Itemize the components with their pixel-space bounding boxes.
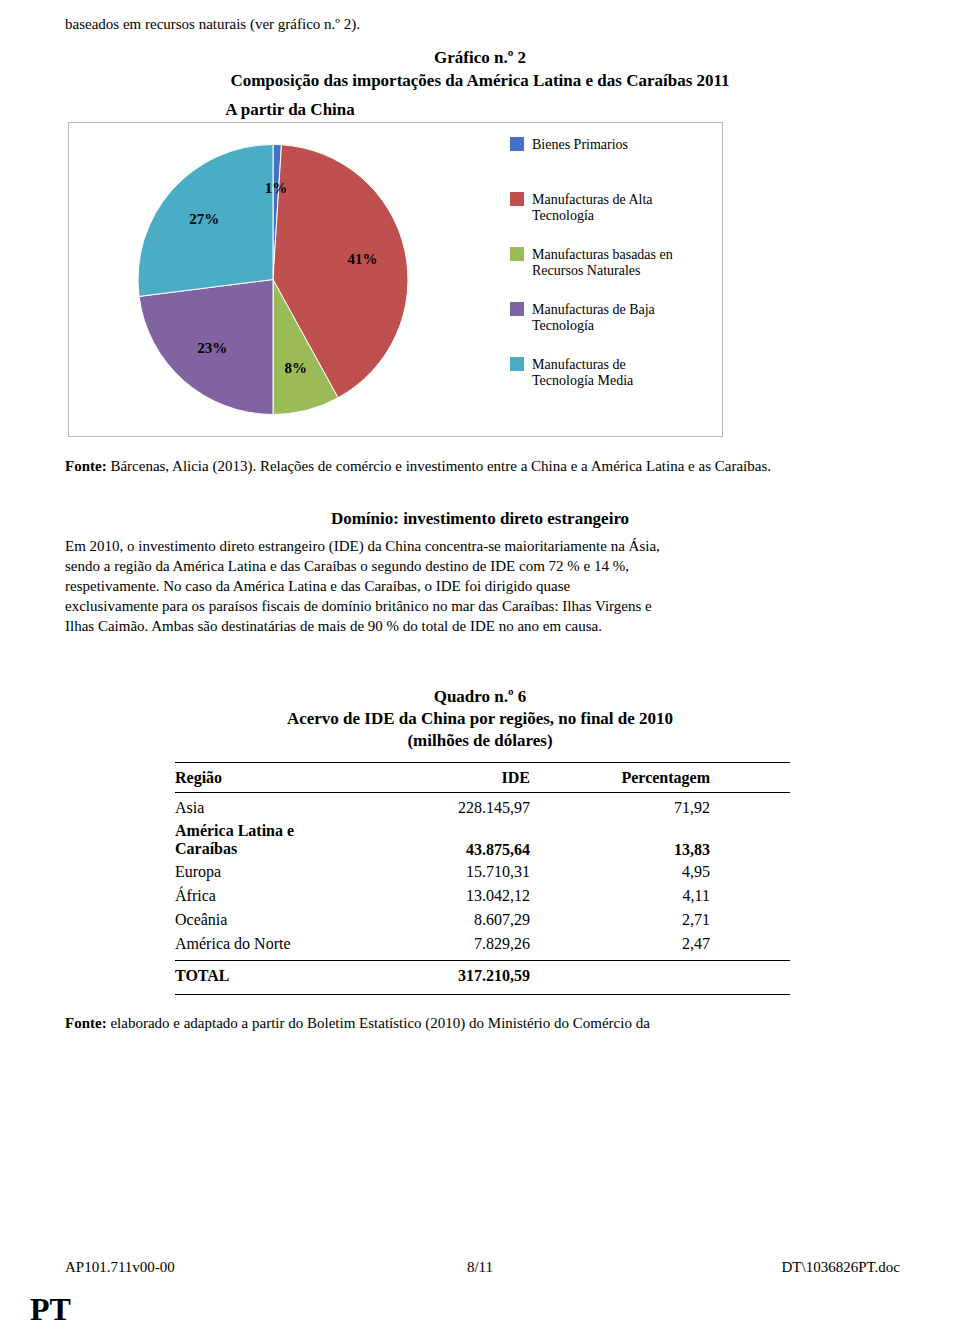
table-cell: América do Norte (175, 934, 291, 953)
pie-chart: 1% 41% 8% 23% 27% Bienes Primarios Manufactura… (68, 122, 723, 437)
table-cell: Asia (175, 798, 204, 817)
section-title: Domínio: investimento direto estrangeiro (30, 509, 930, 529)
table-header: Região (175, 768, 222, 787)
body-text: respetivamente. No caso da América Latin… (65, 577, 570, 595)
source-label: Fonte: (65, 458, 107, 474)
table-cell: Europa (175, 862, 221, 881)
table-cell: 13,83 (674, 840, 710, 859)
footer: DT\1036826PT.doc (782, 1258, 900, 1276)
pie-labels: 1% 41% 8% 23% 27% (189, 180, 377, 377)
data-label: 8% (285, 360, 308, 376)
table-rule (175, 762, 790, 763)
pie-title: A partir da China (0, 100, 740, 120)
table-cell: 13.042,12 (466, 886, 530, 905)
table-cell: 8.607,29 (474, 910, 530, 929)
table-cell: 2,71 (682, 910, 710, 929)
table-cell: América Latina e Caraíbas (175, 822, 294, 858)
table-cell: 2,47 (682, 934, 710, 953)
body-text: sendo a região da América Latina e das C… (65, 557, 629, 575)
pie-wedges (138, 145, 408, 415)
legend-swatch (510, 137, 524, 151)
table-title: Quadro n.º 6 (30, 687, 930, 707)
pie-wedge (139, 280, 273, 415)
body-text: baseados em recursos naturais (ver gráfi… (65, 15, 360, 33)
chart-frame (69, 123, 723, 437)
pie-wedge (138, 145, 273, 297)
footer: AP101.711v00-00 (65, 1258, 175, 1276)
legend-swatch (510, 247, 524, 261)
table-header: IDE (502, 768, 530, 787)
table-cell: 43.875,64 (466, 840, 530, 859)
table-cell: 228.145,97 (458, 798, 530, 817)
table-rule (175, 960, 790, 961)
table-title: (milhões de dólares) (30, 731, 930, 751)
chart-title: Gráfico n.º 2 (30, 48, 930, 68)
table-title: Acervo de IDE da China por regiões, no f… (30, 709, 930, 729)
data-label: 23% (197, 340, 227, 356)
legend-swatch (510, 192, 524, 206)
table-total: TOTAL (175, 966, 230, 985)
table-total: 317.210,59 (458, 966, 530, 985)
body-text: Em 2010, o investimento direto estrangei… (65, 537, 660, 555)
source-text: elaborado e adaptado a partir do Boletim… (110, 1015, 649, 1031)
table-cell: 4,95 (682, 862, 710, 881)
legend-label: Manufacturas de AltaTecnología (532, 192, 653, 223)
table-cell: 4,11 (683, 886, 710, 905)
source-label: Fonte: (65, 1015, 107, 1031)
table-cell: África (175, 886, 216, 905)
table-cell: 7.829,26 (474, 934, 530, 953)
table-rule (175, 994, 790, 995)
data-label: 41% (348, 251, 378, 267)
page: baseados em recursos naturais (ver gráfi… (0, 0, 960, 1340)
pie-wedge (273, 145, 408, 398)
chart-subtitle: Composição das importações da América La… (30, 71, 930, 91)
data-label: 27% (189, 211, 219, 227)
source-note: Fonte: elaborado e adaptado a partir do … (65, 1014, 650, 1032)
table-cell: 15.710,31 (466, 862, 530, 881)
legend-label: Manufacturas de BajaTecnología (532, 302, 656, 333)
source-text: Bárcenas, Alicia (2013). Relações de com… (110, 458, 771, 474)
legend-label: Manufacturas basadas enRecursos Naturale… (532, 247, 673, 278)
legend: Bienes Primarios Manufacturas de AltaTecn… (510, 137, 673, 388)
data-label: 1% (265, 180, 288, 196)
legend-label: Bienes Primarios (532, 137, 628, 152)
legend-label: Manufacturas deTecnología Media (532, 357, 634, 388)
language-label: PT (30, 1290, 71, 1328)
table-cell: 71,92 (674, 798, 710, 817)
legend-swatch (510, 357, 524, 371)
table-rule (175, 792, 790, 793)
body-text: exclusivamente para os paraísos fiscais … (65, 597, 652, 615)
pie-wedge (273, 280, 338, 415)
legend-swatch (510, 302, 524, 316)
table-cell: Oceânia (175, 910, 227, 929)
source-note: Fonte: Bárcenas, Alicia (2013). Relações… (65, 457, 895, 476)
table-header: Percentagem (621, 768, 710, 787)
body-text: Ilhas Caimão. Ambas são destinatárias de… (65, 617, 602, 635)
